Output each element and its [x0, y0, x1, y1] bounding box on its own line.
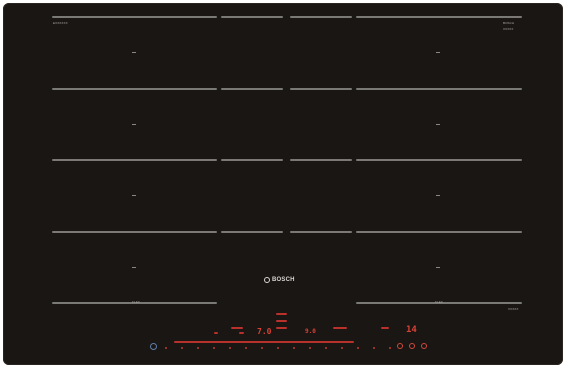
zone-center-mark — [436, 195, 440, 196]
control-bar — [174, 341, 354, 343]
zone-guide-line — [52, 88, 217, 90]
model-note: XXXXX — [508, 307, 519, 311]
badge-label-2: XXXXX — [503, 27, 514, 31]
zone-guide-line — [356, 88, 522, 90]
zone-indicator[interactable] — [333, 327, 347, 329]
zone-indicator[interactable] — [276, 327, 287, 329]
zone-guide-line — [290, 16, 352, 18]
flex-mark: FLEX — [435, 300, 443, 304]
zone-guide-line — [221, 159, 283, 161]
zone-indicator[interactable] — [239, 332, 244, 334]
slider-step[interactable] — [197, 347, 199, 349]
zone-guide-line — [52, 159, 217, 161]
power-level-display: 9.0 — [305, 328, 316, 335]
zone-indicator[interactable] — [381, 327, 389, 329]
zone-center-mark — [436, 124, 440, 125]
round-control-button[interactable] — [409, 343, 415, 349]
zone-guide-line — [52, 302, 217, 304]
zone-guide-line — [52, 16, 217, 18]
slider-step[interactable] — [373, 347, 375, 349]
slider-step[interactable] — [293, 347, 295, 349]
cooktop-surface — [3, 3, 563, 365]
zone-indicator[interactable] — [276, 313, 287, 315]
badge-label: BOSCH — [503, 21, 515, 25]
zone-center-mark — [436, 52, 440, 53]
round-control-button[interactable] — [421, 343, 427, 349]
zone-center-mark — [132, 52, 136, 53]
zone-guide-line — [221, 16, 283, 18]
brand-logo: BOSCH — [264, 277, 295, 283]
slider-step[interactable] — [213, 347, 215, 349]
zone-center-mark — [132, 267, 136, 268]
zone-guide-line — [356, 16, 522, 18]
slider-step[interactable] — [229, 347, 231, 349]
timer-display: 14 — [406, 325, 417, 335]
bosch-logo-icon — [264, 277, 270, 283]
round-control-button[interactable] — [397, 343, 403, 349]
brand-name: BOSCH — [272, 277, 295, 283]
zone-guide-line — [356, 231, 522, 233]
zone-guide-line — [52, 231, 217, 233]
slider-step[interactable] — [181, 347, 183, 349]
power-level-display: 7.0 — [257, 327, 272, 336]
slider-step[interactable] — [277, 347, 279, 349]
zone-guide-line — [356, 302, 522, 304]
zone-guide-line — [221, 88, 283, 90]
zone-guide-line — [221, 231, 283, 233]
slider-step[interactable] — [389, 347, 391, 349]
slider-step[interactable] — [261, 347, 263, 349]
zone-guide-line — [290, 88, 352, 90]
zone-guide-line — [290, 231, 352, 233]
zone-indicator[interactable] — [214, 332, 218, 334]
zone-center-mark — [436, 267, 440, 268]
flex-mark: FLEX — [132, 300, 140, 304]
slider-step[interactable] — [245, 347, 247, 349]
zone-indicator[interactable] — [276, 320, 287, 322]
slider-step[interactable] — [357, 347, 359, 349]
zone-center-mark — [132, 124, 136, 125]
slider-step[interactable] — [341, 347, 343, 349]
slider-step[interactable] — [309, 347, 311, 349]
slider-step[interactable] — [325, 347, 327, 349]
power-icon[interactable] — [150, 343, 157, 350]
zone-guide-line — [290, 159, 352, 161]
zone-guide-line — [356, 159, 522, 161]
zone-center-mark — [132, 195, 136, 196]
slider-step[interactable] — [165, 347, 167, 349]
zone-indicator[interactable] — [231, 327, 243, 329]
model-label: EXXXXXX — [53, 21, 68, 25]
